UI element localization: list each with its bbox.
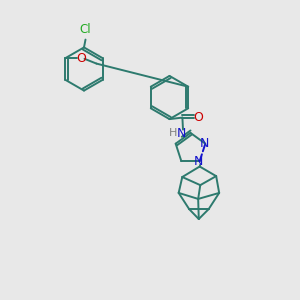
Text: N: N [177, 127, 187, 140]
Text: H: H [169, 128, 177, 138]
Text: Cl: Cl [80, 23, 91, 36]
Text: O: O [194, 111, 203, 124]
Text: N: N [194, 154, 203, 168]
Text: N: N [200, 137, 209, 150]
Text: O: O [76, 52, 86, 65]
